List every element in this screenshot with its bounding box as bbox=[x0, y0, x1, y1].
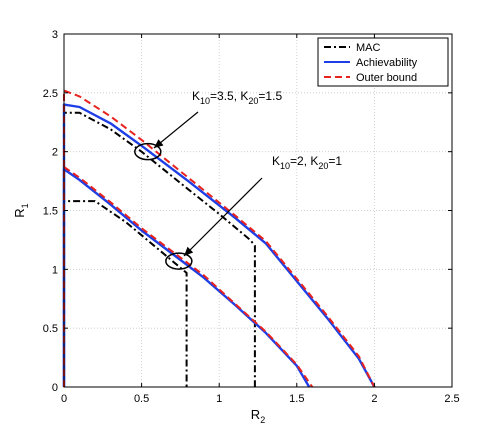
series-line-achievability bbox=[62, 103, 376, 388]
x-axis-label: R2 bbox=[251, 407, 265, 425]
y-tick-label: 1 bbox=[52, 264, 58, 276]
series-line-outer-bound bbox=[63, 89, 376, 388]
legend-label: Outer bound bbox=[356, 72, 417, 84]
x-tick-label: 0.5 bbox=[134, 393, 149, 405]
y-tick-label: 3 bbox=[52, 29, 58, 41]
x-tick-label: 1 bbox=[216, 393, 222, 405]
annotation-ellipse bbox=[165, 252, 193, 270]
y-tick-label: 1.5 bbox=[43, 206, 58, 218]
series-line-mac bbox=[63, 200, 188, 387]
legend: MAC Achievability Outer bound bbox=[317, 37, 449, 87]
legend-label: MAC bbox=[356, 42, 381, 54]
y-tick-label: 0 bbox=[52, 382, 58, 394]
x-tick-label: 0 bbox=[61, 393, 67, 405]
annotation-label: K10=2, K20=1 bbox=[272, 154, 342, 171]
y-tick-label: 2 bbox=[52, 147, 58, 159]
grid-lines bbox=[64, 34, 452, 387]
annotation-label: K10=3.5, K20=1.5 bbox=[192, 89, 282, 106]
annotation-arrow-line bbox=[183, 177, 263, 257]
annotation-arrowhead bbox=[184, 246, 194, 256]
axes-frame bbox=[63, 33, 453, 388]
y-axis-label: R1 bbox=[12, 203, 30, 217]
x-tick-label: 2 bbox=[371, 393, 377, 405]
series-line-achievability bbox=[62, 168, 311, 388]
annotation-arrowhead bbox=[154, 139, 164, 148]
series-line-outer-bound bbox=[63, 166, 314, 388]
series-line-mac bbox=[63, 111, 256, 387]
x-tick-label: 2.5 bbox=[444, 393, 459, 405]
axis-ticks: 0 0.5 1 1.5 2 2.5 0 0.5 1 1.5 2 2.5 3 bbox=[43, 29, 460, 405]
annotations: K10=3.5, K20=1.5 K10=2, K20=1 bbox=[134, 89, 342, 270]
y-tick-label: 2.5 bbox=[43, 88, 58, 100]
annotation-arrow-line bbox=[153, 111, 199, 149]
x-tick-label: 1.5 bbox=[289, 393, 304, 405]
annotation-ellipse bbox=[134, 142, 162, 161]
y-tick-label: 0.5 bbox=[43, 323, 58, 335]
legend-label: Achievability bbox=[356, 57, 418, 69]
